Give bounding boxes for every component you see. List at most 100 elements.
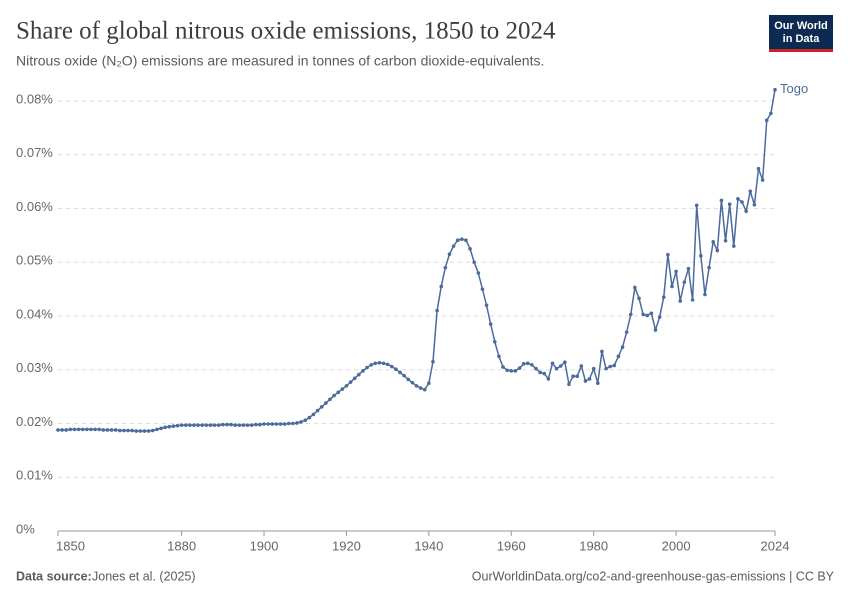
data-point: [760, 178, 765, 182]
data-point: [764, 118, 769, 123]
data-point: [686, 266, 691, 271]
data-point: [530, 363, 534, 367]
data-point: [447, 252, 452, 256]
data-point: [719, 198, 724, 203]
data-point: [175, 423, 180, 428]
series-label: Togo: [780, 81, 808, 96]
data-point: [492, 340, 497, 344]
data-point: [558, 364, 563, 368]
x-tick-label: 1880: [167, 538, 196, 553]
data-point: [311, 412, 316, 417]
data-point: [694, 203, 699, 208]
y-tick-label: 0.08%: [16, 91, 53, 106]
data-point: [715, 248, 720, 253]
data-point: [249, 423, 254, 427]
data-point: [525, 361, 530, 366]
data-point: [109, 428, 114, 432]
data-point: [521, 362, 526, 366]
data-point: [299, 420, 303, 424]
data-point: [163, 425, 167, 430]
url[interactable]: OurWorldinData.org/co2-and-greenhouse-ga…: [472, 569, 835, 583]
data-point: [150, 428, 155, 433]
data-point: [101, 428, 106, 432]
data-point: [389, 364, 394, 369]
x-tick-label: 2000: [662, 538, 691, 553]
data-point: [138, 429, 143, 433]
data-point: [604, 366, 608, 371]
x-tick-label: 1900: [250, 538, 279, 553]
data-point: [352, 376, 357, 381]
data-point: [336, 390, 341, 395]
y-tick-label: 0%: [16, 521, 35, 536]
data-point: [365, 365, 369, 370]
data-point: [451, 244, 456, 248]
data-point: [274, 422, 279, 426]
data-point: [286, 421, 291, 426]
data-point: [571, 374, 575, 379]
data-point: [542, 371, 547, 376]
data-point: [348, 380, 353, 384]
data-point: [464, 238, 468, 243]
data-point: [122, 428, 126, 433]
data-point: [587, 377, 592, 381]
data-point: [402, 373, 406, 378]
data-point: [167, 424, 172, 429]
data-point: [501, 365, 505, 369]
data-point: [748, 189, 753, 194]
data-point: [258, 422, 262, 427]
logo-text: Our World: [774, 20, 828, 32]
data-point: [641, 312, 645, 317]
data-point: [155, 427, 159, 432]
data-point: [649, 311, 654, 316]
data-point: [591, 366, 596, 371]
data-point: [357, 372, 361, 377]
data-point: [216, 423, 221, 427]
data-point: [427, 381, 431, 385]
data-point: [233, 423, 237, 427]
data-point: [674, 269, 678, 274]
logo[interactable]: [769, 15, 833, 51]
x-tick-label: 1940: [414, 538, 443, 553]
data-point: [703, 292, 707, 297]
data-point: [608, 364, 612, 369]
data-point: [146, 429, 151, 433]
data-point: [105, 428, 110, 432]
data-point: [212, 423, 217, 427]
chart-subtitle: Nitrous oxide (N₂O) emissions are measur…: [16, 53, 544, 69]
source: Jones et al. (2025): [92, 569, 196, 583]
data-point: [505, 368, 509, 373]
data-point: [72, 427, 77, 432]
y-tick-label: 0.06%: [16, 199, 53, 214]
data-point: [723, 238, 728, 243]
data-point: [76, 427, 81, 432]
data-point: [744, 209, 748, 213]
data-point: [229, 422, 233, 427]
data-point: [130, 428, 134, 433]
data-point: [600, 349, 604, 354]
data-point: [596, 381, 600, 385]
chart-title: Share of global nitrous oxide emissions,…: [16, 18, 556, 45]
x-tick-label: 1920: [332, 538, 361, 553]
data-point: [332, 393, 336, 398]
data-point: [707, 265, 711, 270]
data-point: [731, 244, 736, 248]
data-point: [666, 252, 670, 257]
data-point: [509, 369, 514, 373]
x-tick-label: 1980: [579, 538, 608, 553]
data-point: [468, 247, 472, 251]
data-point: [418, 386, 423, 390]
data-point: [381, 361, 386, 366]
data-point: [661, 295, 666, 299]
data-point: [414, 384, 419, 388]
data-point: [657, 315, 662, 319]
data-point: [307, 415, 312, 420]
data-point: [752, 202, 757, 207]
data-point: [410, 380, 415, 385]
data-point: [278, 422, 283, 426]
data-point: [60, 428, 64, 432]
data-point: [484, 303, 489, 308]
data-point: [68, 427, 73, 432]
data-point: [196, 423, 200, 427]
data-point: [406, 377, 411, 382]
data-point: [241, 423, 246, 427]
